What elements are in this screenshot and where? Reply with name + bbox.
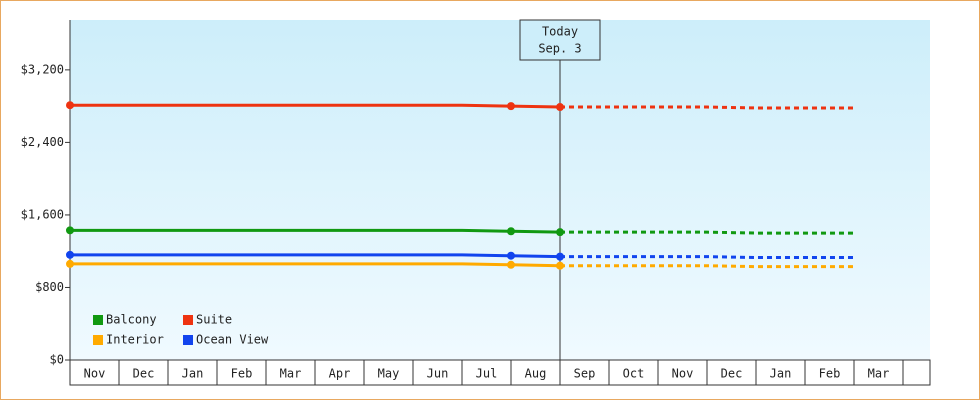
- x-tick-label: Mar: [280, 367, 302, 381]
- x-tick-label: Jun: [427, 367, 449, 381]
- plot-area: [70, 20, 930, 360]
- x-tick-label: Mar: [868, 367, 890, 381]
- forecast-line: [560, 264, 854, 269]
- x-tick-label: Feb: [819, 367, 841, 381]
- x-tick-label: May: [378, 367, 400, 381]
- y-tick-label: $2,400: [21, 135, 64, 149]
- series-line: [70, 262, 561, 268]
- legend-label: Suite: [196, 313, 232, 327]
- x-tick-label: Nov: [672, 367, 694, 381]
- legend-swatch: [183, 315, 193, 325]
- point: [507, 227, 515, 236]
- today-box: [519, 19, 601, 61]
- x-tick-label: Jul: [476, 367, 498, 381]
- legend-label: Ocean View: [196, 333, 269, 347]
- legend-swatch: [93, 315, 103, 325]
- x-tick-label: Jan: [770, 367, 792, 381]
- forecast-line: [560, 230, 854, 235]
- x-tick-label: Nov: [84, 367, 106, 381]
- legend-swatch: [183, 335, 193, 345]
- point: [507, 251, 515, 260]
- series-line: [70, 228, 561, 234]
- point: [507, 260, 515, 269]
- point: [66, 101, 74, 110]
- point: [556, 228, 564, 237]
- legend-label: Balcony: [106, 313, 157, 327]
- x-tick-label: Aug: [525, 367, 547, 381]
- point: [66, 226, 74, 235]
- x-axis-box: [69, 359, 931, 386]
- point: [66, 250, 74, 259]
- point: [556, 261, 564, 270]
- legend-label: Interior: [106, 333, 164, 347]
- today-label: Today: [542, 25, 578, 39]
- x-tick-label: Dec: [721, 367, 743, 381]
- x-tick-label: Apr: [329, 367, 351, 381]
- point: [507, 102, 515, 111]
- y-tick-label: $1,600: [21, 207, 64, 221]
- forecast-line: [560, 255, 854, 260]
- x-tick-label: Sep: [574, 367, 596, 381]
- forecast-line: [560, 105, 854, 110]
- series-line: [70, 103, 561, 109]
- x-tick-label: Dec: [133, 367, 155, 381]
- y-tick-label: $3,200: [21, 62, 64, 76]
- point: [66, 259, 74, 268]
- x-tick-label: Oct: [623, 367, 645, 381]
- y-tick-label: $0: [50, 353, 64, 367]
- point: [556, 252, 564, 261]
- y-tick-label: $800: [35, 280, 64, 294]
- series-line: [70, 253, 561, 259]
- x-tick-label: Jan: [182, 367, 204, 381]
- today-label: Sep. 3: [538, 42, 581, 56]
- point: [556, 103, 564, 112]
- x-tick-label: Feb: [231, 367, 253, 381]
- legend-swatch: [93, 335, 103, 345]
